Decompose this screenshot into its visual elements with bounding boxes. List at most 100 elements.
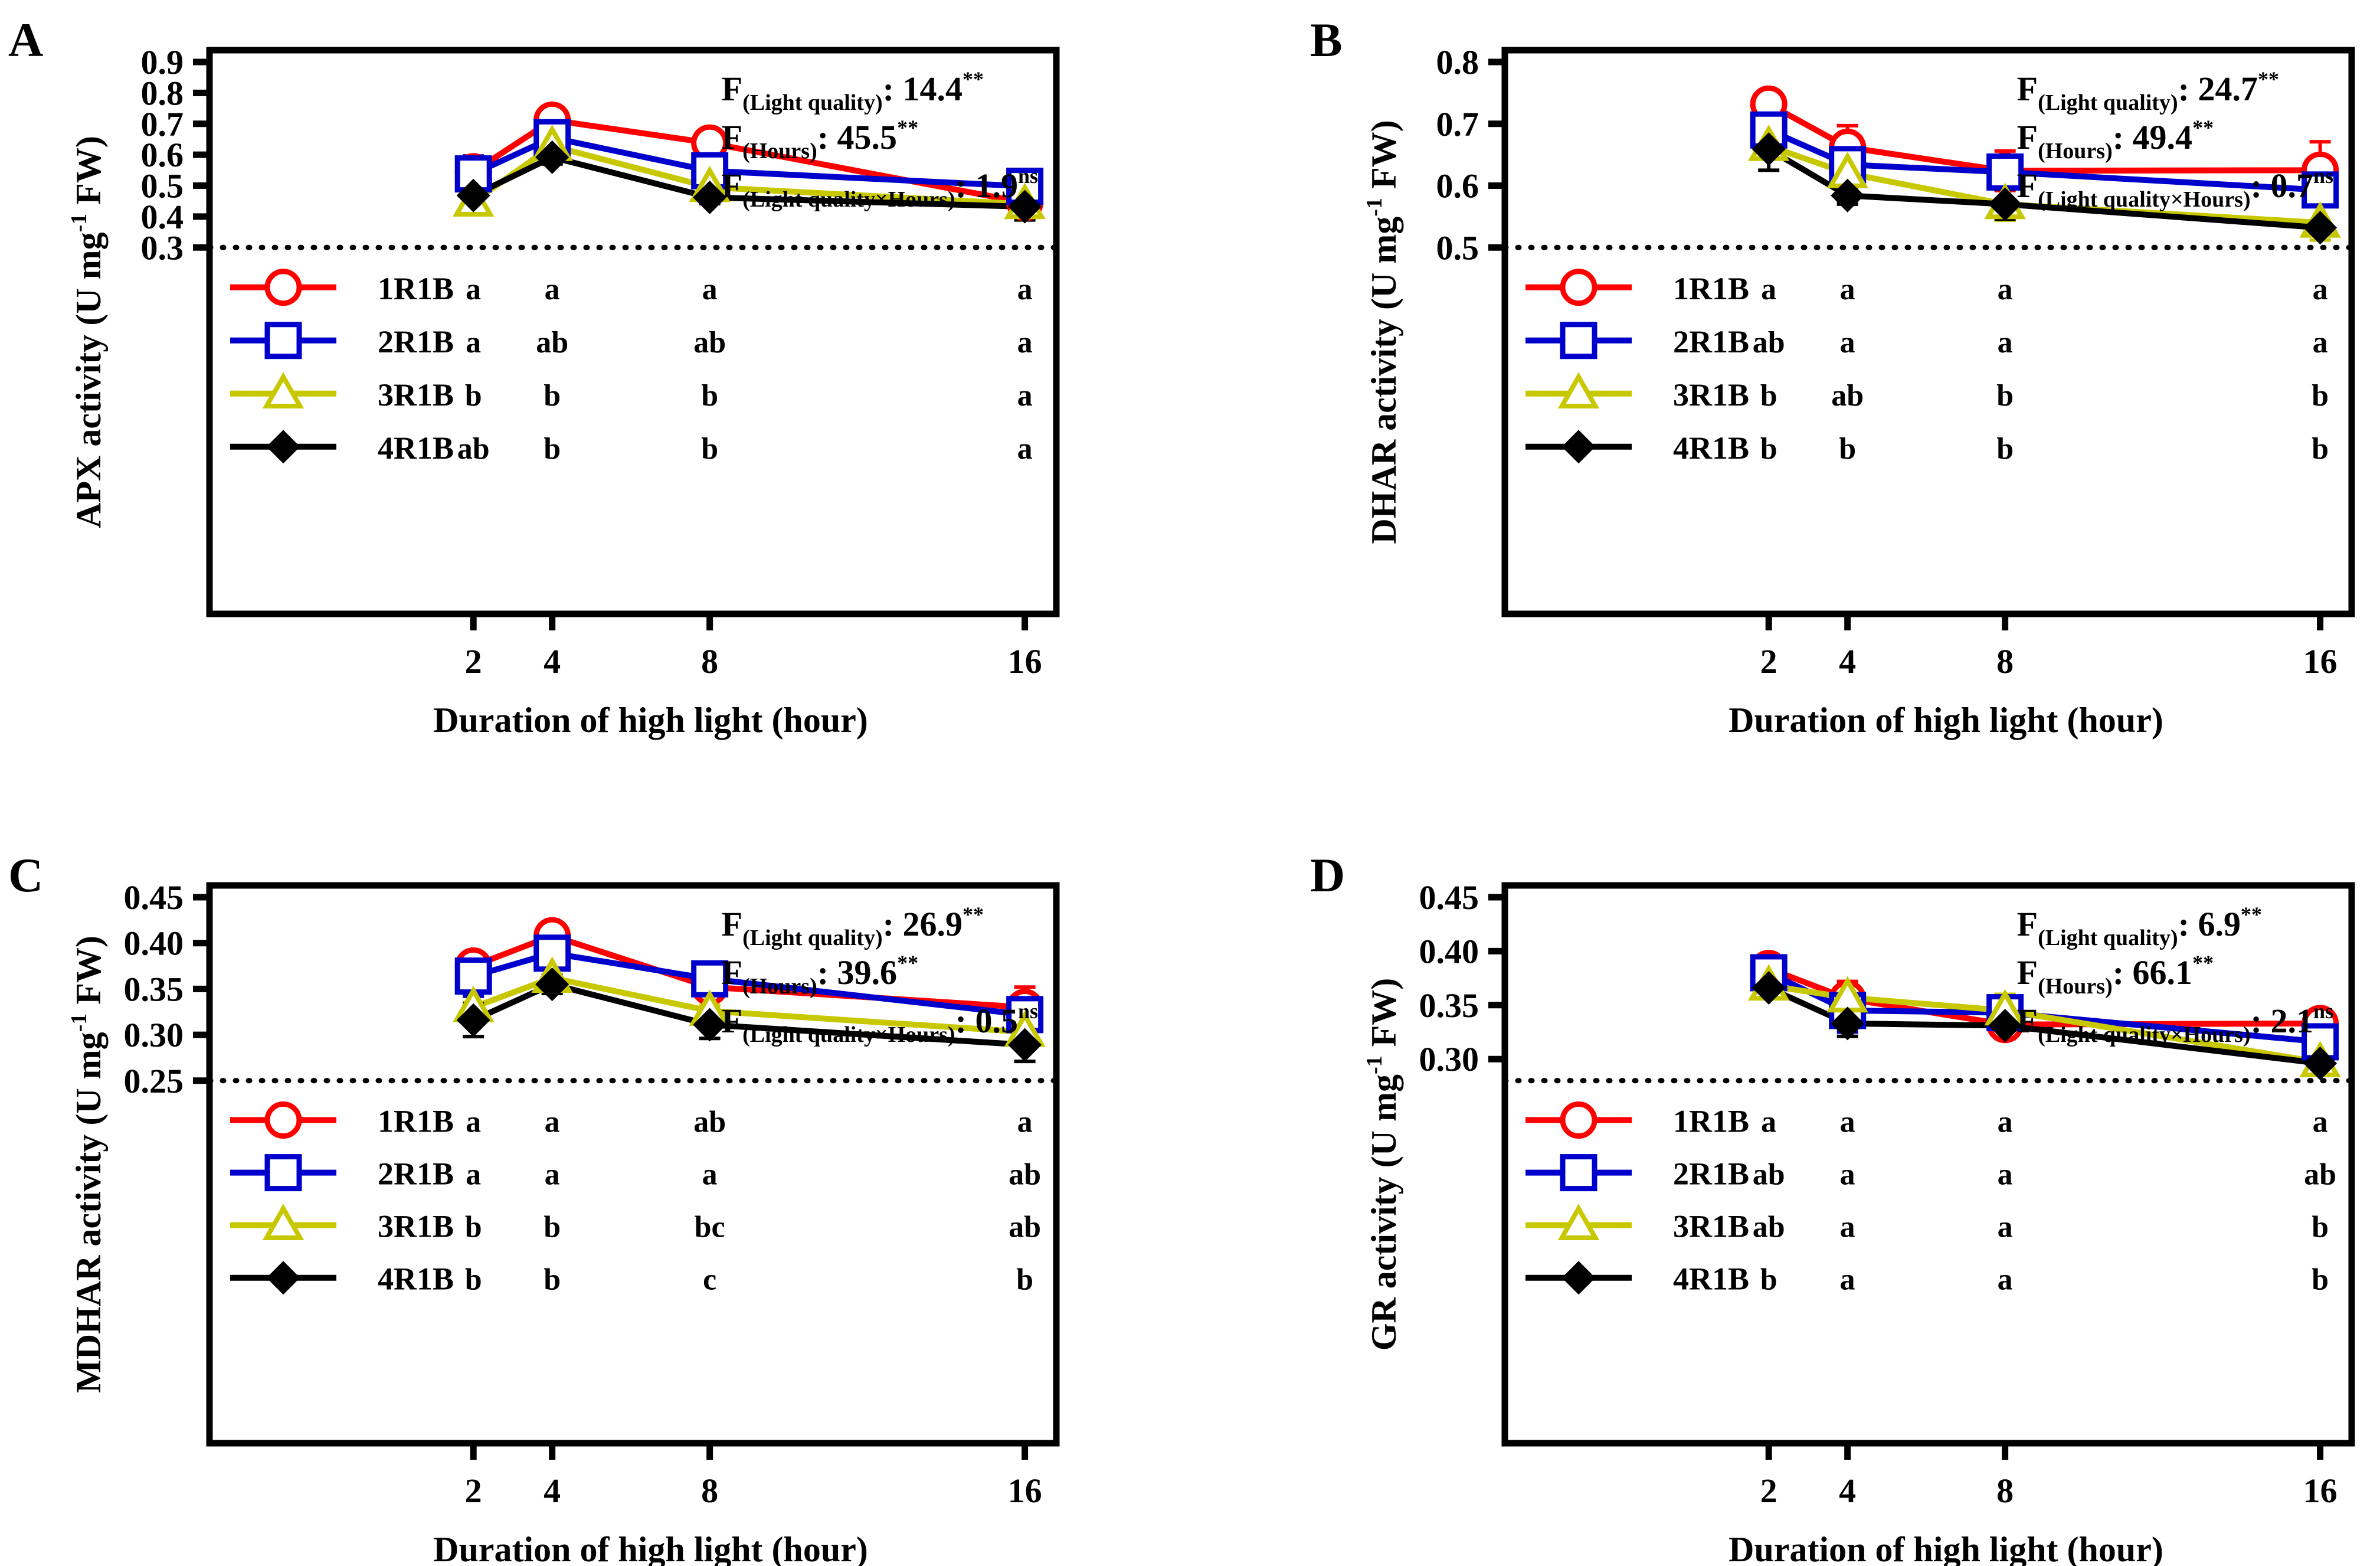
significance-letter: c <box>703 1263 716 1297</box>
significance-letter: a <box>466 273 481 306</box>
data-point-4r1b <box>535 140 569 174</box>
significance-letter: a <box>1761 1106 1776 1139</box>
y-tick-label: 0.40 <box>124 924 184 963</box>
f-value: : 49.4 <box>2113 118 2192 156</box>
legend-marker <box>262 1204 305 1240</box>
legend-label: 4R1B <box>378 430 454 466</box>
legend-marker <box>1561 430 1596 464</box>
significance-letter: a <box>1017 1106 1033 1139</box>
x-tick-label: 16 <box>2303 1472 2338 1510</box>
significance-letter: a <box>1761 273 1776 306</box>
legend-label: 2R1B <box>378 324 454 359</box>
significance-letter: b <box>465 1263 482 1297</box>
significance-letter: b <box>1760 1263 1777 1297</box>
series-line-1r1b <box>1767 101 2320 174</box>
data-point-4r1b <box>1752 132 1786 166</box>
f-subscript: (Hours) <box>742 974 817 999</box>
significance-letter: a <box>545 273 560 306</box>
x-tick-label: 16 <box>1008 1472 1042 1510</box>
f-statistic: F(Light quality×Hours): 1.9ns <box>722 164 1038 212</box>
y-axis-label-main: DHAR activity (U mg <box>1364 217 1403 544</box>
y-tick-label: 0.7 <box>1436 105 1479 143</box>
y-tick-label: 0.3 <box>141 228 184 267</box>
y-tick-label: 0.4 <box>141 198 184 236</box>
y-axis-label-end: FW) <box>1364 978 1403 1056</box>
f-value: : 39.6 <box>817 953 897 992</box>
f-statistic: F(Hours): 49.4** <box>2017 116 2214 164</box>
f-significance: ** <box>2258 67 2279 91</box>
f-letter: F <box>722 1002 742 1040</box>
panel-a: A 0.30.40.50.60.70.80.9 2 4 8 16 Duration of h… <box>8 13 1060 740</box>
legend-label: 2R1B <box>1673 1156 1749 1192</box>
f-subscript: (Light quality) <box>742 926 883 950</box>
legend-marker <box>266 430 300 464</box>
significance-letter: b <box>701 432 718 466</box>
significance-letter: ab <box>1753 326 1785 359</box>
x-tick-label: 4 <box>544 1472 561 1510</box>
data-point-4r1b <box>1831 1006 1865 1041</box>
f-value: : 14.4 <box>883 70 963 108</box>
panel-letter: C <box>8 848 43 902</box>
legend-label: 4R1B <box>1673 1261 1749 1297</box>
f-statistic: F(Light quality): 14.4** <box>722 67 984 115</box>
x-axis-label: Duration of high light (hour) <box>433 701 868 740</box>
x-tick-label: 4 <box>1839 642 1856 681</box>
legend-label: 4R1B <box>1673 430 1749 466</box>
series-line-2r1b <box>1767 127 2320 193</box>
significance-letter: b <box>544 1263 561 1297</box>
f-statistic: F(Hours): 66.1** <box>2017 951 2214 999</box>
series-line-1r1b <box>472 117 1026 206</box>
x-tick-label: 8 <box>701 1472 718 1510</box>
series-line-4r1b <box>1767 985 2321 1067</box>
significance-letter: b <box>2312 1263 2329 1297</box>
series-group <box>1747 85 2341 245</box>
series-line-4r1b <box>1767 146 2320 231</box>
x-tick-label: 8 <box>1996 1472 2014 1510</box>
legend-marker <box>1561 1261 1596 1295</box>
significance-letter: a <box>1998 273 2013 306</box>
x-tick-label: 16 <box>2303 642 2338 681</box>
f-statistic: F(Light quality×Hours): 2.1ns <box>2017 999 2333 1047</box>
f-statistics: F(Light quality): 14.4**F(Hours): 45.5**… <box>722 67 1038 212</box>
significance-letter: ab <box>536 326 568 359</box>
f-statistic: F(Hours): 39.6** <box>722 951 918 999</box>
data-point-4r1b <box>456 178 490 212</box>
plot-frame <box>206 882 1060 1447</box>
data-point-4r1b <box>1831 178 1865 212</box>
y-axis-label-main: APX activity (U mg <box>69 232 108 528</box>
significance-letter: a <box>1840 1211 1855 1244</box>
f-significance: ** <box>2241 903 2262 926</box>
significance-letter: a <box>1017 432 1033 466</box>
y-tick-label: 0.7 <box>141 105 184 143</box>
y-axis-label-end: FW) <box>1364 120 1403 198</box>
significance-letter: ab <box>1009 1158 1041 1192</box>
data-point-2r1b <box>1986 153 2024 191</box>
data-point-4r1b <box>456 1003 490 1037</box>
data-point-4r1b <box>1988 1009 2022 1043</box>
f-significance: ns <box>1018 164 1038 188</box>
x-tick-label: 2 <box>1760 1472 1777 1510</box>
significance-letter: a <box>545 1158 560 1192</box>
y-axis-label: MDHAR activity (U mg-1 FW) <box>67 936 108 1393</box>
y-axis-label: DHAR activity (U mg-1 FW) <box>1362 120 1403 544</box>
y-axis-label-main: GR activity (U mg <box>1364 1074 1403 1351</box>
y-tick-label: 0.6 <box>1436 167 1479 205</box>
series-line-4r1b <box>472 154 1025 210</box>
significance-letter: a <box>1017 326 1033 359</box>
significance-letter: ab <box>1009 1211 1041 1244</box>
legend-label: 3R1B <box>1673 377 1749 413</box>
plot-frame <box>1501 47 2355 617</box>
f-value: : 1.9 <box>955 166 1018 205</box>
f-subscript: (Hours) <box>2038 139 2113 164</box>
y-axis-label-superscript: -1 <box>67 1014 91 1032</box>
plot-frame <box>1501 882 2355 1447</box>
x-tick-label: 16 <box>1008 642 1042 681</box>
x-tick-label: 2 <box>1760 642 1777 681</box>
significance-letter: b <box>1996 432 2014 466</box>
x-tick-label: 8 <box>701 642 718 681</box>
y-tick-label: 0.30 <box>1419 1040 1479 1078</box>
f-significance: ** <box>2192 116 2214 139</box>
y-axis-label-main: MDHAR activity (U mg <box>69 1032 108 1393</box>
y-axis-label: GR activity (U mg-1 FW) <box>1362 978 1403 1351</box>
x-tick-label: 4 <box>544 642 561 681</box>
